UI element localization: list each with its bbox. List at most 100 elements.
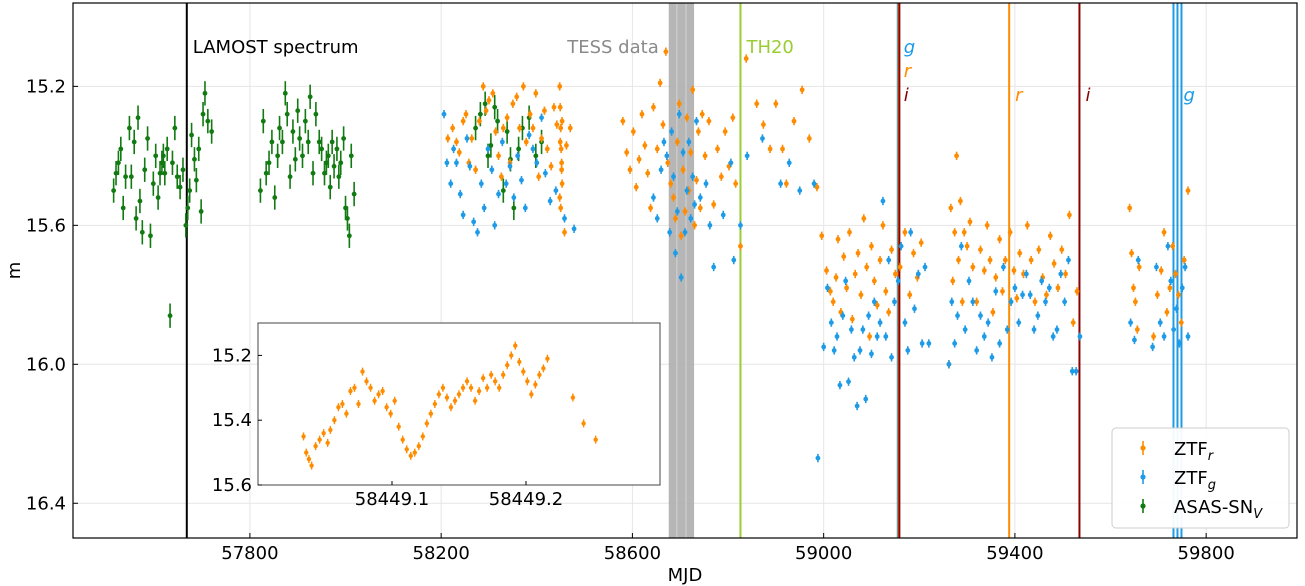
data-point	[477, 111, 483, 117]
inset-point	[492, 379, 498, 384]
inset-point	[541, 366, 546, 371]
data-point	[950, 278, 956, 284]
y-tick-label: 15.2	[26, 76, 66, 97]
inset-point	[456, 392, 462, 397]
data-point	[116, 160, 121, 166]
data-point	[799, 87, 805, 93]
data-point	[711, 264, 717, 270]
inset-point	[545, 356, 550, 361]
data-point	[1164, 309, 1170, 315]
inset-point	[368, 385, 373, 390]
data-point	[857, 348, 863, 353]
data-point	[874, 334, 880, 339]
data-point	[305, 139, 311, 145]
data-point	[558, 125, 564, 131]
data-point	[1020, 292, 1025, 298]
data-point	[624, 149, 630, 155]
data-point	[952, 229, 958, 235]
data-point	[481, 205, 487, 211]
data-point	[697, 195, 703, 200]
inset-point	[400, 437, 405, 442]
data-point	[1151, 334, 1156, 339]
data-point	[520, 83, 526, 89]
data-point	[200, 111, 206, 117]
data-point	[978, 313, 983, 319]
data-point	[564, 143, 569, 148]
data-point	[496, 191, 501, 197]
data-point	[327, 184, 333, 190]
data-point	[821, 344, 827, 350]
data-point	[559, 181, 565, 187]
x-tick-label: 58600	[604, 543, 661, 564]
data-point	[1016, 320, 1022, 326]
data-point	[954, 153, 959, 159]
data-point	[639, 111, 645, 117]
data-point	[833, 275, 839, 280]
data-point	[516, 146, 522, 152]
data-point	[269, 139, 275, 145]
data-point	[892, 271, 898, 277]
data-point	[783, 181, 789, 187]
data-point	[918, 240, 924, 246]
data-point	[1154, 264, 1159, 270]
data-point	[1023, 271, 1029, 277]
y-tick-label: 16.4	[26, 493, 66, 514]
inset-point	[408, 453, 413, 459]
data-point	[754, 101, 760, 107]
inset-point	[416, 443, 421, 449]
data-point	[338, 160, 344, 166]
data-point	[490, 90, 496, 96]
data-point	[123, 174, 128, 180]
data-point	[553, 188, 559, 193]
data-point	[310, 170, 316, 176]
data-point	[889, 247, 894, 253]
inset-point	[321, 430, 326, 436]
data-point	[690, 87, 696, 93]
data-point	[791, 118, 797, 124]
data-point	[974, 299, 980, 305]
data-point	[1179, 285, 1185, 291]
data-point	[511, 205, 517, 211]
data-point	[858, 292, 864, 298]
data-point	[483, 108, 489, 114]
data-point	[1135, 257, 1141, 263]
data-point	[1055, 285, 1061, 291]
data-point	[674, 139, 680, 145]
data-point	[1031, 327, 1037, 332]
data-point	[1028, 257, 1034, 263]
data-point	[985, 320, 991, 326]
data-point	[773, 101, 779, 107]
inset-point	[356, 401, 361, 407]
inset-point	[344, 411, 349, 416]
x-tick-label: 57800	[221, 543, 278, 564]
data-point	[485, 146, 491, 152]
data-point	[837, 382, 843, 388]
data-point	[949, 299, 955, 305]
inset-point	[420, 434, 426, 439]
data-point	[1007, 229, 1013, 235]
data-point	[905, 348, 911, 353]
data-point	[657, 80, 663, 86]
data-point	[630, 129, 636, 134]
data-point	[292, 156, 298, 162]
data-point	[744, 153, 750, 159]
data-point	[642, 143, 648, 148]
data-point	[1176, 292, 1181, 298]
data-point	[445, 136, 451, 141]
inset-point	[380, 388, 385, 394]
data-point	[1054, 327, 1060, 332]
data-point	[902, 229, 908, 235]
data-point	[1062, 299, 1068, 305]
data-point	[819, 233, 825, 239]
data-point	[185, 205, 191, 211]
data-point	[654, 215, 660, 221]
data-point	[1035, 313, 1041, 319]
data-point	[1073, 368, 1079, 374]
data-point	[864, 264, 870, 270]
data-point	[571, 226, 577, 232]
data-point	[1170, 243, 1176, 249]
data-point	[989, 354, 995, 360]
data-point	[849, 316, 855, 322]
data-point	[202, 90, 208, 96]
data-point	[1185, 334, 1191, 339]
